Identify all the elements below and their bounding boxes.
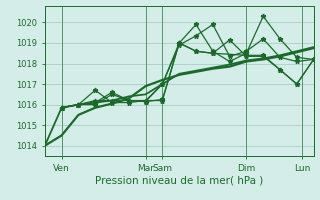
X-axis label: Pression niveau de la mer( hPa ): Pression niveau de la mer( hPa ) bbox=[95, 175, 263, 185]
